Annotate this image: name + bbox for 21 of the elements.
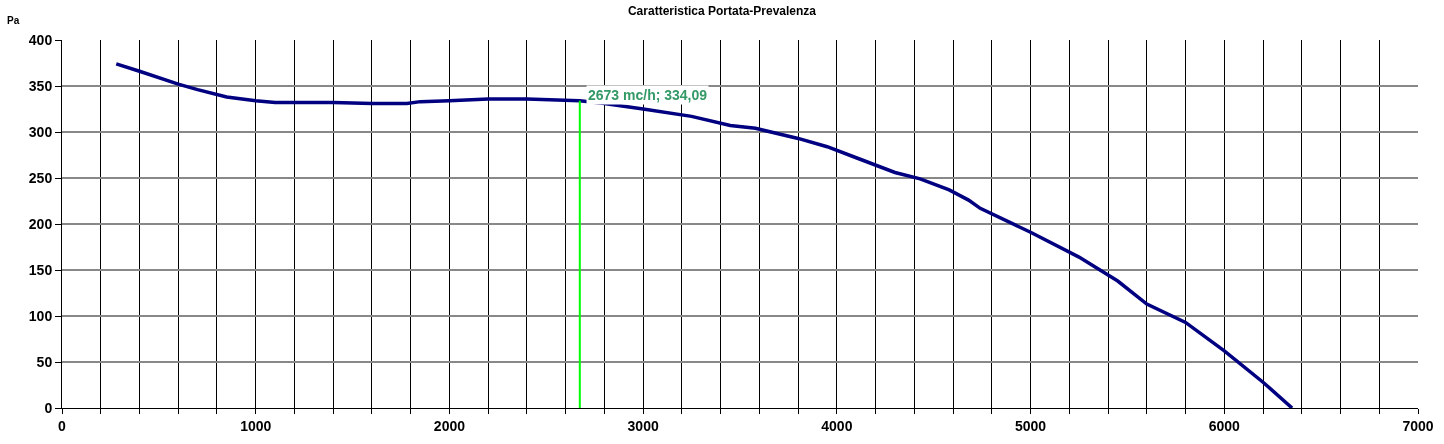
y-tick-label: 250 (28, 169, 53, 186)
line-series (114, 62, 1294, 408)
y-tick-label: 100 (28, 307, 53, 324)
y-tick-label: 0 (44, 399, 53, 416)
x-tick-label: 2000 (433, 417, 466, 434)
y-tick-label: 200 (28, 215, 53, 232)
y-tick-label: 150 (28, 261, 53, 278)
x-tick-label: 1000 (240, 417, 272, 434)
y-tick-label: 300 (28, 123, 53, 140)
y-tick-label: 50 (36, 353, 53, 370)
x-tick-label: 0 (58, 417, 67, 434)
x-tick-label: 6000 (1208, 417, 1241, 434)
x-tick-label: 3000 (627, 417, 659, 434)
y-tick-label: 400 (28, 31, 53, 48)
chart-title: Caratteristica Portata-Prevalenza (627, 4, 817, 19)
x-tick-label: 4000 (821, 417, 853, 434)
x-tick-label: 5000 (1014, 417, 1047, 434)
annotation: 2673 mc/h; 334,09 (588, 87, 708, 103)
y-axis-title: Pa (7, 15, 20, 26)
y-tick-label: 350 (28, 77, 53, 94)
x-tick-label: 7000 (1402, 417, 1434, 434)
